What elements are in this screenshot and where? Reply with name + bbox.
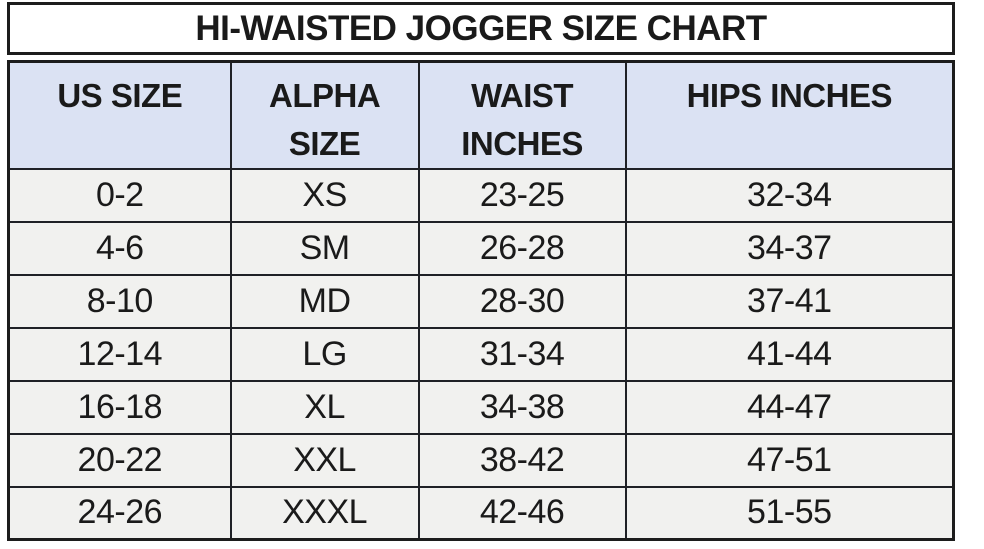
table-cell: 26-28 [417,220,627,276]
table-cell: 4-6 [7,220,232,276]
chart-title: HI-WAISTED JOGGER SIZE CHART [195,8,767,48]
table-cell: 51-55 [624,485,955,541]
column-header-label: HIPS INCHES [686,77,893,114]
table-row: 4-6 SM 26-28 34-37 [7,220,955,276]
size-chart-table: US SIZE ALPHA SIZE WAIST INCHES HIPS INC… [7,60,955,542]
table-cell: SM [229,220,420,276]
column-header-us-size: US SIZE [7,60,232,170]
table-row: 12-14 LG 31-34 41-44 [7,326,955,382]
table-cell: 34-38 [417,379,627,435]
chart-title-box: HI-WAISTED JOGGER SIZE CHART [7,2,955,55]
table-cell: 16-18 [7,379,232,435]
size-chart-page: HI-WAISTED JOGGER SIZE CHART US SIZE ALP… [7,2,955,542]
table-cell: 0-2 [7,167,232,223]
column-header-waist-inches: WAIST INCHES [417,60,627,170]
table-cell: 24-26 [7,485,232,541]
table-cell: 23-25 [417,167,627,223]
table-cell: 44-47 [624,379,955,435]
header-row: US SIZE ALPHA SIZE WAIST INCHES HIPS INC… [7,60,955,170]
column-header-label: US SIZE [57,77,183,114]
table-cell: 42-46 [417,485,627,541]
table-cell: 38-42 [417,432,627,488]
table-row: 8-10 MD 28-30 37-41 [7,273,955,329]
table-cell: XL [229,379,420,435]
table-cell: XS [229,167,420,223]
column-header-hips-inches: HIPS INCHES [624,60,955,170]
column-header-label: ALPHA SIZE [268,77,381,162]
table-cell: 34-37 [624,220,955,276]
table-cell: 47-51 [624,432,955,488]
table-cell: 31-34 [417,326,627,382]
table-body: 0-2 XS 23-25 32-34 4-6 SM 26-28 34-37 8-10 MD 28-3… [7,167,955,541]
table-cell: MD [229,273,420,329]
column-header-alpha-size: ALPHA SIZE [229,60,420,170]
table-row: 20-22 XXL 38-42 47-51 [7,432,955,488]
table-row: 16-18 XL 34-38 44-47 [7,379,955,435]
table-row: 24-26 XXXL 42-46 51-55 [7,485,955,541]
column-header-label: WAIST INCHES [461,77,583,162]
table-cell: 8-10 [7,273,232,329]
table-cell: LG [229,326,420,382]
table-row: 0-2 XS 23-25 32-34 [7,167,955,223]
table-cell: 32-34 [624,167,955,223]
table-cell: 41-44 [624,326,955,382]
table-cell: 20-22 [7,432,232,488]
table-cell: 12-14 [7,326,232,382]
table-cell: 28-30 [417,273,627,329]
table-cell: XXL [229,432,420,488]
table-cell: 37-41 [624,273,955,329]
table-cell: XXXL [229,485,420,541]
